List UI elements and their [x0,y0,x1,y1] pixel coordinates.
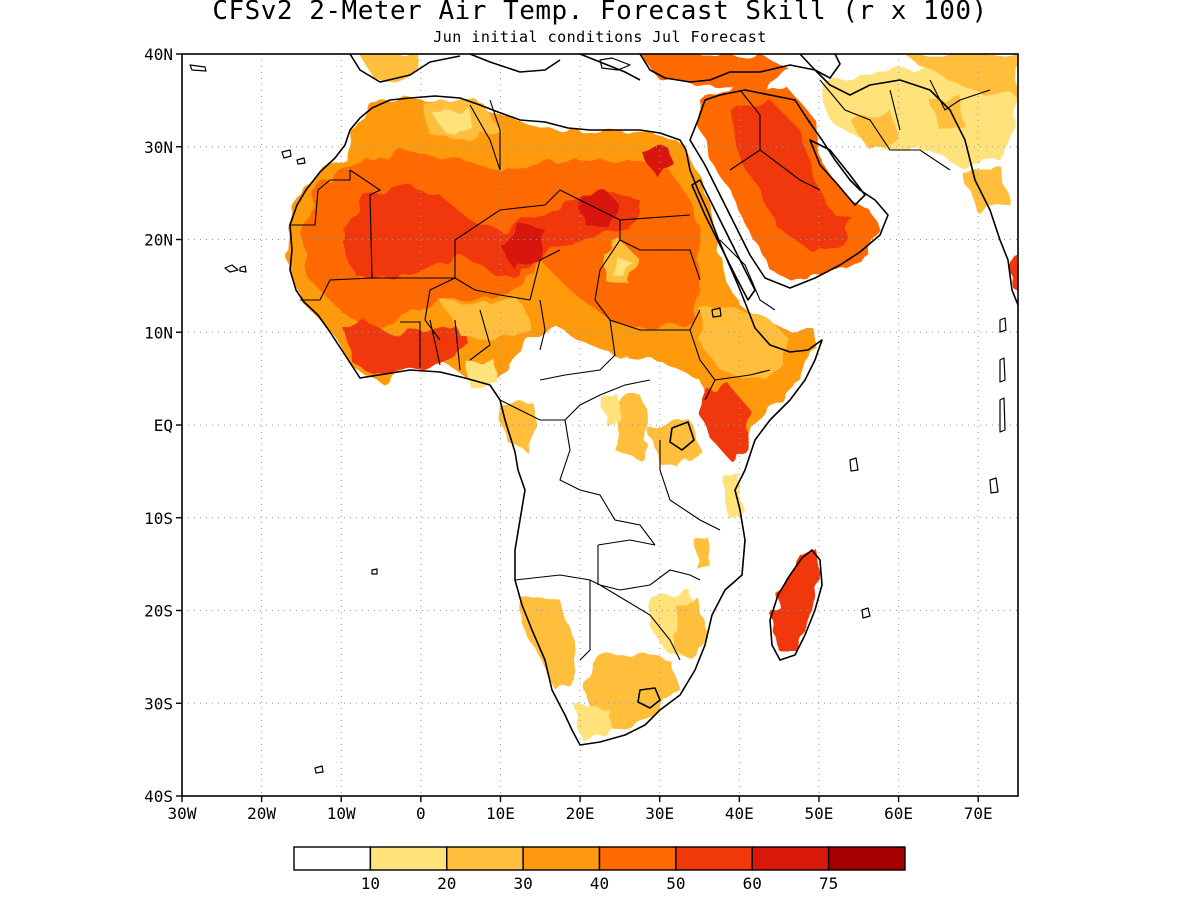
lat-tick-label: 40N [144,45,173,64]
skill-region-congo [500,395,650,460]
lon-tick-label: 10E [486,804,515,823]
skill-region-sahara-core2 [500,145,675,270]
latitude-labels: 40N 30N 20N 10N EQ 10S 20S 30S 40S [144,45,173,806]
longitude-labels: 30W 20W 10W 0 10E 20E 30E 40E 50E 60E 70E [168,804,993,823]
colorbar-swatch [827,846,906,871]
lon-tick-label: 40E [725,804,754,823]
lon-tick-label: 30W [168,804,197,823]
eurasia-coastline [639,54,1018,306]
lat-tick-label: 20N [144,231,173,250]
lat-lon-grid [182,54,1018,796]
skill-region-iran-orange [850,95,1010,215]
colorbar-label: 75 [819,874,838,893]
colorbar-label: 30 [513,874,532,893]
lat-tick-label: 40S [144,787,173,806]
map-title: CFSv2 2-Meter Air Temp. Forecast Skill (… [212,0,988,26]
lon-tick-label: 10W [327,804,356,823]
lon-tick-label: 20E [566,804,595,823]
lon-tick-label: 30E [645,804,674,823]
skill-region-congo-pale [600,392,745,520]
colorbar-swatch [369,846,448,871]
lon-tick-label: 0 [416,804,426,823]
colorbar-swatch [598,846,677,871]
axis-ticks [176,53,979,802]
colorbar-swatch [522,846,601,871]
mediterranean-north-coast [349,54,641,83]
skill-region-namibia [520,595,575,690]
skill-region-kenya [700,385,750,460]
skill-region-arabia-top [640,54,790,90]
caspian-coastline [799,54,841,79]
persian-gulf-coastline [809,139,866,206]
colorbar: 10 20 30 40 50 60 75 [293,846,906,893]
lon-tick-label: 60E [884,804,913,823]
colorbar-swatch [293,846,372,871]
arabia-coastline [689,89,889,289]
lat-tick-label: EQ [154,416,173,435]
islands [189,57,1007,774]
map-subtitle: Jun initial conditions Jul Forecast [433,28,767,46]
colorbar-label: 40 [590,874,609,893]
colorbar-swatch [675,846,753,871]
colorbar-swatch [446,846,524,871]
skill-region-sahara-core1 [340,185,640,280]
skill-region-north-edge [360,54,1018,95]
skill-region-south-africa-pale [575,590,700,738]
colorbar-label: 10 [361,874,380,893]
red-sea-coastline [691,179,756,301]
lat-tick-label: 10S [144,509,173,528]
lesotho-border [637,687,661,709]
skill-region-ethiopia [700,305,790,380]
lon-tick-label: 70E [964,804,993,823]
lat-tick-label: 30S [144,694,173,713]
colorbar-label: 60 [743,874,762,893]
colorbar-swatch [751,846,830,871]
lake-victoria-coastline [669,421,695,451]
lon-tick-label: 50E [804,804,833,823]
lat-tick-label: 20S [144,602,173,621]
coastlines [189,54,1018,774]
skill-region-mozambique [675,535,710,660]
lat-tick-label: 10N [144,323,173,342]
colorbar-label: 20 [437,874,456,893]
madagascar-coastline [769,549,823,661]
lon-tick-label: 20W [247,804,276,823]
africa-coastline [289,95,823,746]
skill-region-madagascar [772,548,820,650]
country-borders [290,79,991,661]
lat-tick-label: 30N [144,138,173,157]
colorbar-label: 50 [666,874,685,893]
